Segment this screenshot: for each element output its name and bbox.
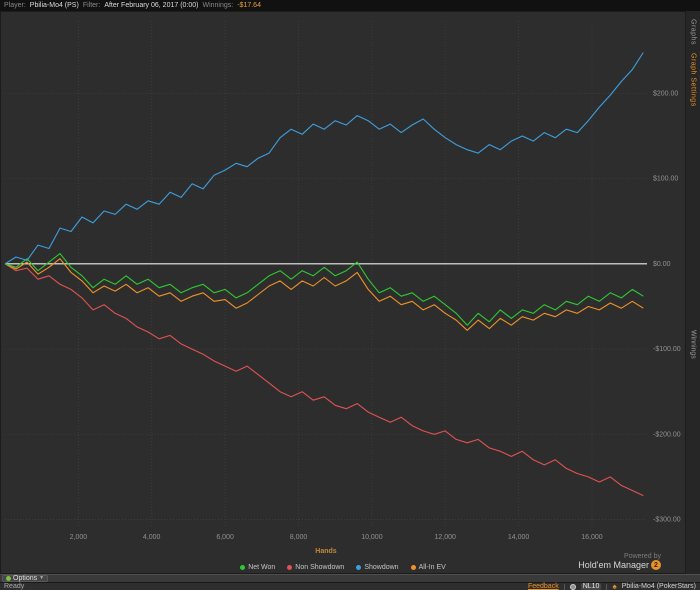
- legend-swatch: [410, 565, 416, 570]
- player-label: Player:: [4, 2, 26, 9]
- y-tick-label: -$100.00: [653, 346, 681, 353]
- hm2-logo-icon: 2: [651, 560, 661, 570]
- winnings-label: Winnings:: [202, 2, 234, 9]
- x-tick-label: 6,000: [216, 534, 234, 541]
- separator: [563, 583, 565, 590]
- x-tick-label: 4,000: [143, 534, 161, 541]
- spade-icon: ♠: [612, 582, 617, 590]
- legend-label: Net Won: [248, 564, 276, 571]
- player-value: Pbilia-Mo4 (PS): [29, 2, 79, 9]
- x-tick-label: 12,000: [434, 534, 456, 541]
- right-dock: Graphs Graph Settings Winnings: [686, 11, 700, 574]
- feedback-link[interactable]: Feedback: [527, 583, 559, 590]
- legend-item-all-in-ev[interactable]: All-In EV: [410, 564, 446, 571]
- legend-swatch: [240, 565, 246, 570]
- y-tick-label: $200.00: [653, 90, 678, 97]
- separator: [606, 583, 608, 590]
- series-line-non-showdown: [4, 263, 644, 497]
- chevron-down-icon: ▼: [39, 575, 45, 581]
- legend-item-non-showdown[interactable]: Non Showdown: [287, 564, 344, 571]
- legend-item-net-won[interactable]: Net Won: [240, 564, 275, 571]
- y-axis-title: Winnings: [689, 329, 697, 359]
- options-bar: Options ▼: [0, 574, 700, 582]
- y-tick-label: -$200.00: [653, 431, 681, 438]
- dock-tabs: Graphs Graph Settings: [690, 19, 697, 115]
- app-name: Hold'em Manager: [578, 560, 649, 570]
- series-line-all-in-ev: [4, 258, 644, 331]
- chip-icon: [569, 583, 576, 590]
- winnings-chart: $200.00 $100.00 $0.00 -$100.00 -$200.00 -$300…: [4, 21, 681, 555]
- winnings-value: -$17.64: [237, 2, 261, 9]
- series-line-showdown: [4, 52, 644, 265]
- powered-by-text: Powered by: [624, 553, 661, 560]
- legend-swatch: [287, 565, 293, 570]
- x-axis-title: Hands: [315, 548, 337, 555]
- filter-value: After February 06, 2017 (0:00): [104, 2, 199, 9]
- legend-label: Non Showdown: [295, 564, 345, 571]
- chart-legend: Net Won Non Showdown Showdown All-In EV: [1, 563, 685, 572]
- options-label: Options: [13, 575, 38, 582]
- options-button[interactable]: Options ▼: [2, 575, 49, 582]
- y-tick-label: -$300.00: [653, 517, 681, 524]
- legend-item-showdown[interactable]: Showdown: [356, 564, 399, 571]
- status-text: Ready: [4, 583, 25, 590]
- dock-tab-graphs[interactable]: Graphs: [689, 19, 697, 45]
- filter-label: Filter:: [82, 2, 101, 9]
- series-line-net-won: [4, 253, 644, 326]
- x-tick-label: 10,000: [361, 534, 383, 541]
- y-tick-label: $0.00: [653, 261, 671, 268]
- app-brand: Hold'em Manager 2: [578, 560, 661, 570]
- title-bar: Player: Pbilia-Mo4 (PS) Filter: After Fe…: [0, 0, 700, 11]
- y-tick-label: $100.00: [653, 176, 678, 183]
- legend-label: All-In EV: [418, 564, 446, 571]
- legend-swatch: [356, 565, 362, 570]
- x-tick-label: 16,000: [581, 534, 603, 541]
- status-bar: Ready Feedback NL10 ♠ Pbilia-Mo4 (PokerS…: [0, 582, 700, 590]
- options-gear-icon: [6, 576, 11, 581]
- x-tick-label: 2,000: [70, 534, 88, 541]
- legend-label: Showdown: [364, 564, 399, 571]
- stake-badge[interactable]: NL10: [580, 583, 602, 590]
- dock-tab-graph-settings[interactable]: Graph Settings: [689, 52, 697, 107]
- account-selector[interactable]: Pbilia-Mo4 (PokerStars): [621, 583, 696, 590]
- status-right-group: Feedback NL10 ♠ Pbilia-Mo4 (PokerStars): [528, 583, 696, 590]
- powered-by: Powered by Hold'em Manager 2: [578, 553, 661, 570]
- main-area: $200.00 $100.00 $0.00 -$100.00 -$200.00 -$300…: [0, 11, 700, 574]
- x-tick-label: 8,000: [290, 534, 308, 541]
- winnings-graph-panel: $200.00 $100.00 $0.00 -$100.00 -$200.00 -$300…: [0, 11, 686, 574]
- x-tick-label: 14,000: [508, 534, 530, 541]
